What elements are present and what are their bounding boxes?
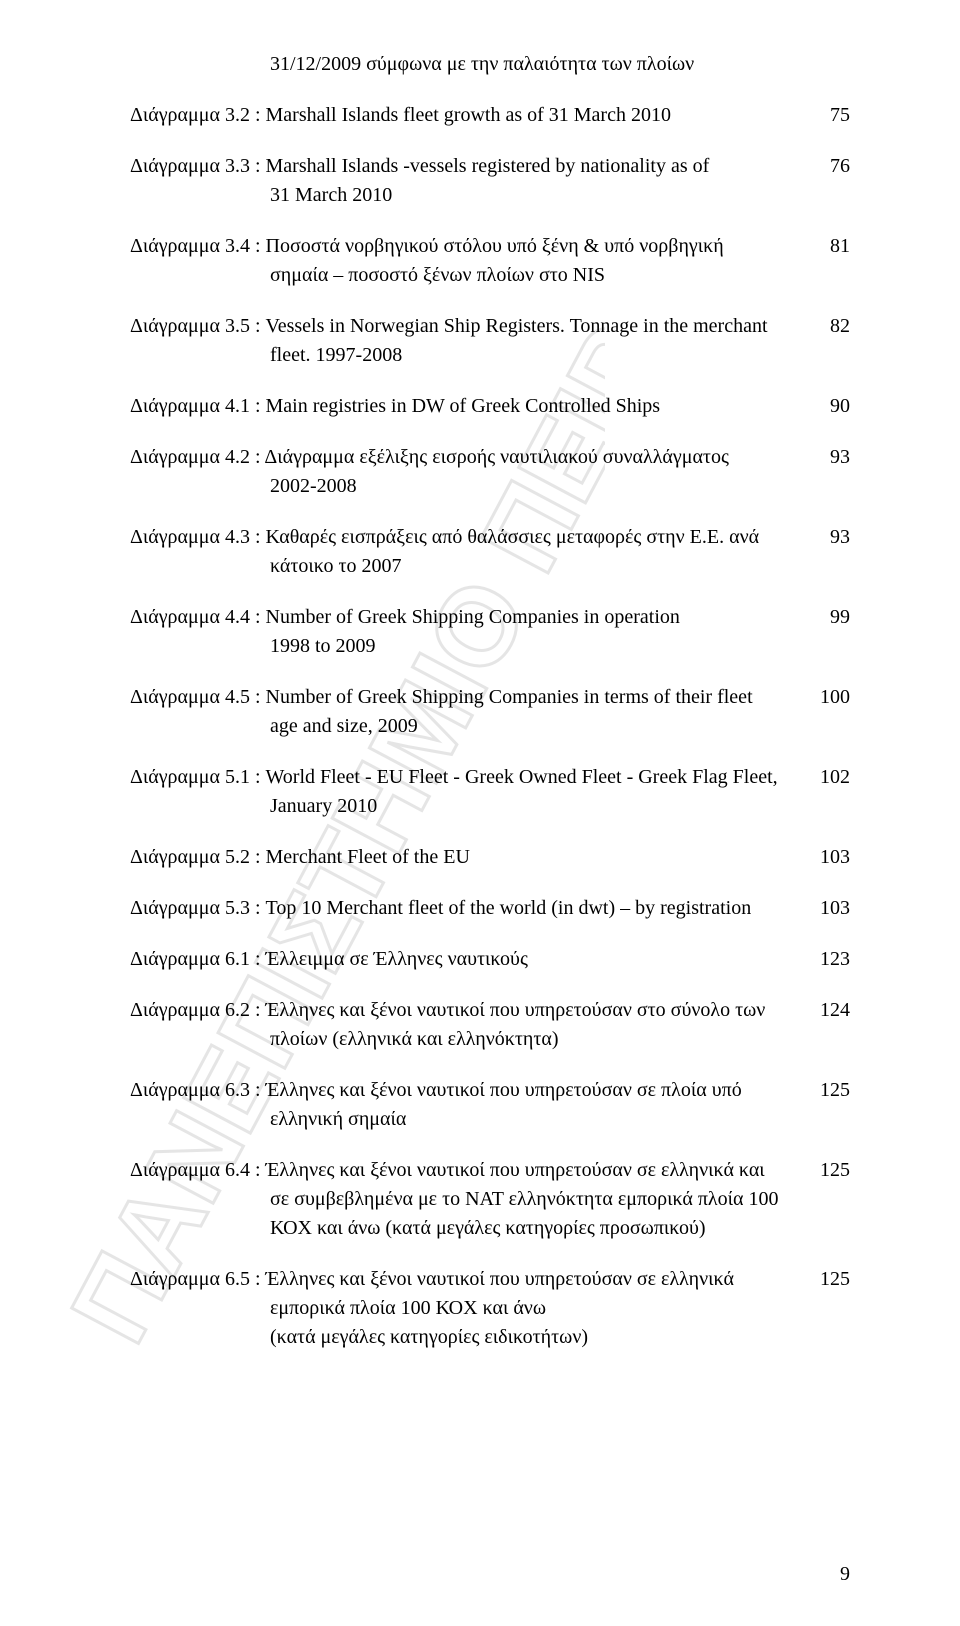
entry-label: Διάγραμμα 4.1 xyxy=(130,395,250,417)
entry-text-line2: σημαία – ποσοστό ξένων πλοίων στο NIS xyxy=(130,261,794,290)
entry-label: Διάγραμμα 6.2 xyxy=(130,999,250,1021)
entry-page: 81 xyxy=(810,232,850,261)
entry-page: 93 xyxy=(810,443,850,472)
entry-text-line1: : Top 10 Merchant fleet of the world (in… xyxy=(255,897,751,919)
entry-page: 99 xyxy=(810,603,850,632)
toc-entry: Διάγραμμα 5.3 : Top 10 Merchant fleet of… xyxy=(130,894,850,923)
entry-page: 90 xyxy=(810,392,850,421)
toc-entry: Διάγραμμα 5.2 : Merchant Fleet of the EU… xyxy=(130,843,850,872)
entry-text-line1: : Number of Greek Shipping Companies in … xyxy=(255,686,753,708)
entry-label: Διάγραμμα 6.5 xyxy=(130,1268,250,1290)
entry-text-line1: : Ποσοστά νορβηγικού στόλου υπό ξένη & υ… xyxy=(255,235,724,257)
entry-label: Διάγραμμα 3.5 xyxy=(130,315,250,337)
entry-text-line1: : Διάγραμμα εξέλιξης εισροής ναυτιλιακού… xyxy=(255,446,729,468)
entry-text-line2: πλοίων (ελληνικά και ελληνόκτητα) xyxy=(130,1025,794,1054)
entry-label: Διάγραμμα 4.2 xyxy=(130,446,250,468)
entry-label: Διάγραμμα 6.3 xyxy=(130,1079,250,1101)
entry-label: Διάγραμμα 4.4 xyxy=(130,606,250,628)
entry-text-line1: : Marshall Islands -vessels registered b… xyxy=(255,155,709,177)
entry-text-line1: : Number of Greek Shipping Companies in … xyxy=(255,606,680,628)
entry-page: 102 xyxy=(810,763,850,792)
toc-entry: Διάγραμμα 4.4 : Number of Greek Shipping… xyxy=(130,603,850,661)
entry-page: 100 xyxy=(810,683,850,712)
toc-entry: Διάγραμμα 3.4 : Ποσοστά νορβηγικού στόλο… xyxy=(130,232,850,290)
entry-page: 75 xyxy=(810,101,850,130)
toc-entry: Διάγραμμα 3.3 : Marshall Islands -vessel… xyxy=(130,152,850,210)
entry-page: 82 xyxy=(810,312,850,341)
entry-text-line2: 2002-2008 xyxy=(130,472,794,501)
entry-text-line1: : Έλλειμμα σε Έλληνες ναυτικούς xyxy=(255,948,528,970)
page-number: 9 xyxy=(840,1563,850,1586)
entry-text-line2: κάτοικο το 2007 xyxy=(130,552,794,581)
entry-text-line1: : Έλληνες και ξένοι ναυτικοί που υπηρετο… xyxy=(255,1268,734,1290)
toc-entry: Διάγραμμα 4.3 : Καθαρές εισπράξεις από θ… xyxy=(130,523,850,581)
entry-label: Διάγραμμα 4.3 xyxy=(130,526,250,548)
entry-text-line3: ΚΟΧ και άνω (κατά μεγάλες κατηγορίες προ… xyxy=(130,1214,794,1243)
entry-text-line1: : Main registries in DW of Greek Control… xyxy=(255,395,660,417)
entry-text-line1: : World Fleet - EU Fleet - Greek Owned F… xyxy=(255,766,778,788)
entry-page: 125 xyxy=(810,1265,850,1294)
entry-page: 123 xyxy=(810,945,850,974)
entry-label: Διάγραμμα 3.4 xyxy=(130,235,250,257)
entry-page: 125 xyxy=(810,1076,850,1105)
toc-entry: Διάγραμμα 3.2 : Marshall Islands fleet g… xyxy=(130,101,850,130)
entry-text-line1: : Merchant Fleet of the EU xyxy=(255,846,470,868)
entry-text-line2: εμπορικά πλοία 100 ΚΟΧ και άνω xyxy=(130,1294,794,1323)
entry-label: Διάγραμμα 5.3 xyxy=(130,897,250,919)
entry-text-line2: σε συμβεβλημένα με το ΝΑΤ ελληνόκτητα εμ… xyxy=(130,1185,794,1214)
toc-entry: 31/12/2009 σύμφωνα με την παλαιότητα των… xyxy=(130,50,850,79)
entry-page: 103 xyxy=(810,894,850,923)
entry-label: Διάγραμμα 5.1 xyxy=(130,766,250,788)
entry-text-line2: 31 March 2010 xyxy=(130,181,794,210)
entry-text-line1: : Έλληνες και ξένοι ναυτικοί που υπηρετο… xyxy=(255,1079,742,1101)
entry-text-line1: : Vessels in Norwegian Ship Registers. T… xyxy=(255,315,768,337)
entry-page: 76 xyxy=(810,152,850,181)
entry-page: 124 xyxy=(810,996,850,1025)
entry-label: Διάγραμμα 4.5 xyxy=(130,686,250,708)
entry-page: 93 xyxy=(810,523,850,552)
toc-entry: Διάγραμμα 6.4 : Έλληνες και ξένοι ναυτικ… xyxy=(130,1156,850,1243)
entry-text-line1: : Έλληνες και ξένοι ναυτικοί που υπηρετο… xyxy=(255,999,765,1021)
toc-entry: Διάγραμμα 6.3 : Έλληνες και ξένοι ναυτικ… xyxy=(130,1076,850,1134)
toc-entry: Διάγραμμα 4.2 : Διάγραμμα εξέλιξης εισρο… xyxy=(130,443,850,501)
entry-label: Διάγραμμα 6.4 xyxy=(130,1159,250,1181)
toc-list: 31/12/2009 σύμφωνα με την παλαιότητα των… xyxy=(130,50,850,1352)
entry-text-line2: 1998 to 2009 xyxy=(130,632,794,661)
toc-entry: Διάγραμμα 6.2 : Έλληνες και ξένοι ναυτικ… xyxy=(130,996,850,1054)
entry-label: Διάγραμμα 5.2 xyxy=(130,846,250,868)
entry-text-line2: fleet. 1997-2008 xyxy=(130,341,794,370)
entry-label: Διάγραμμα 3.2 xyxy=(130,104,250,126)
toc-entry: Διάγραμμα 5.1 : World Fleet - EU Fleet -… xyxy=(130,763,850,821)
entry-text-line2: January 2010 xyxy=(130,792,794,821)
toc-entry: Διάγραμμα 6.5 : Έλληνες και ξένοι ναυτικ… xyxy=(130,1265,850,1352)
toc-entry: Διάγραμμα 4.5 : Number of Greek Shipping… xyxy=(130,683,850,741)
entry-page: 125 xyxy=(810,1156,850,1185)
entry-text-line1: : Έλληνες και ξένοι ναυτικοί που υπηρετο… xyxy=(255,1159,765,1181)
entry-label: Διάγραμμα 6.1 xyxy=(130,948,250,970)
entry-text-line3: (κατά μεγάλες κατηγορίες ειδικοτήτων) xyxy=(130,1323,794,1352)
toc-entry: Διάγραμμα 4.1 : Main registries in DW of… xyxy=(130,392,850,421)
entry-label: Διάγραμμα 3.3 xyxy=(130,155,250,177)
toc-entry: Διάγραμμα 6.1 : Έλλειμμα σε Έλληνες ναυτ… xyxy=(130,945,850,974)
entry-page: 103 xyxy=(810,843,850,872)
entry-text-line2: ελληνική σημαία xyxy=(130,1105,794,1134)
entry-text-line1: : Καθαρές εισπράξεις από θαλάσσιες μεταφ… xyxy=(255,526,759,548)
entry-text-line1: 31/12/2009 σύμφωνα με την παλαιότητα των… xyxy=(130,53,694,75)
entry-text-line2: age and size, 2009 xyxy=(130,712,794,741)
entry-text-line1: : Marshall Islands fleet growth as of 31… xyxy=(255,104,671,126)
toc-entry: Διάγραμμα 3.5 : Vessels in Norwegian Shi… xyxy=(130,312,850,370)
